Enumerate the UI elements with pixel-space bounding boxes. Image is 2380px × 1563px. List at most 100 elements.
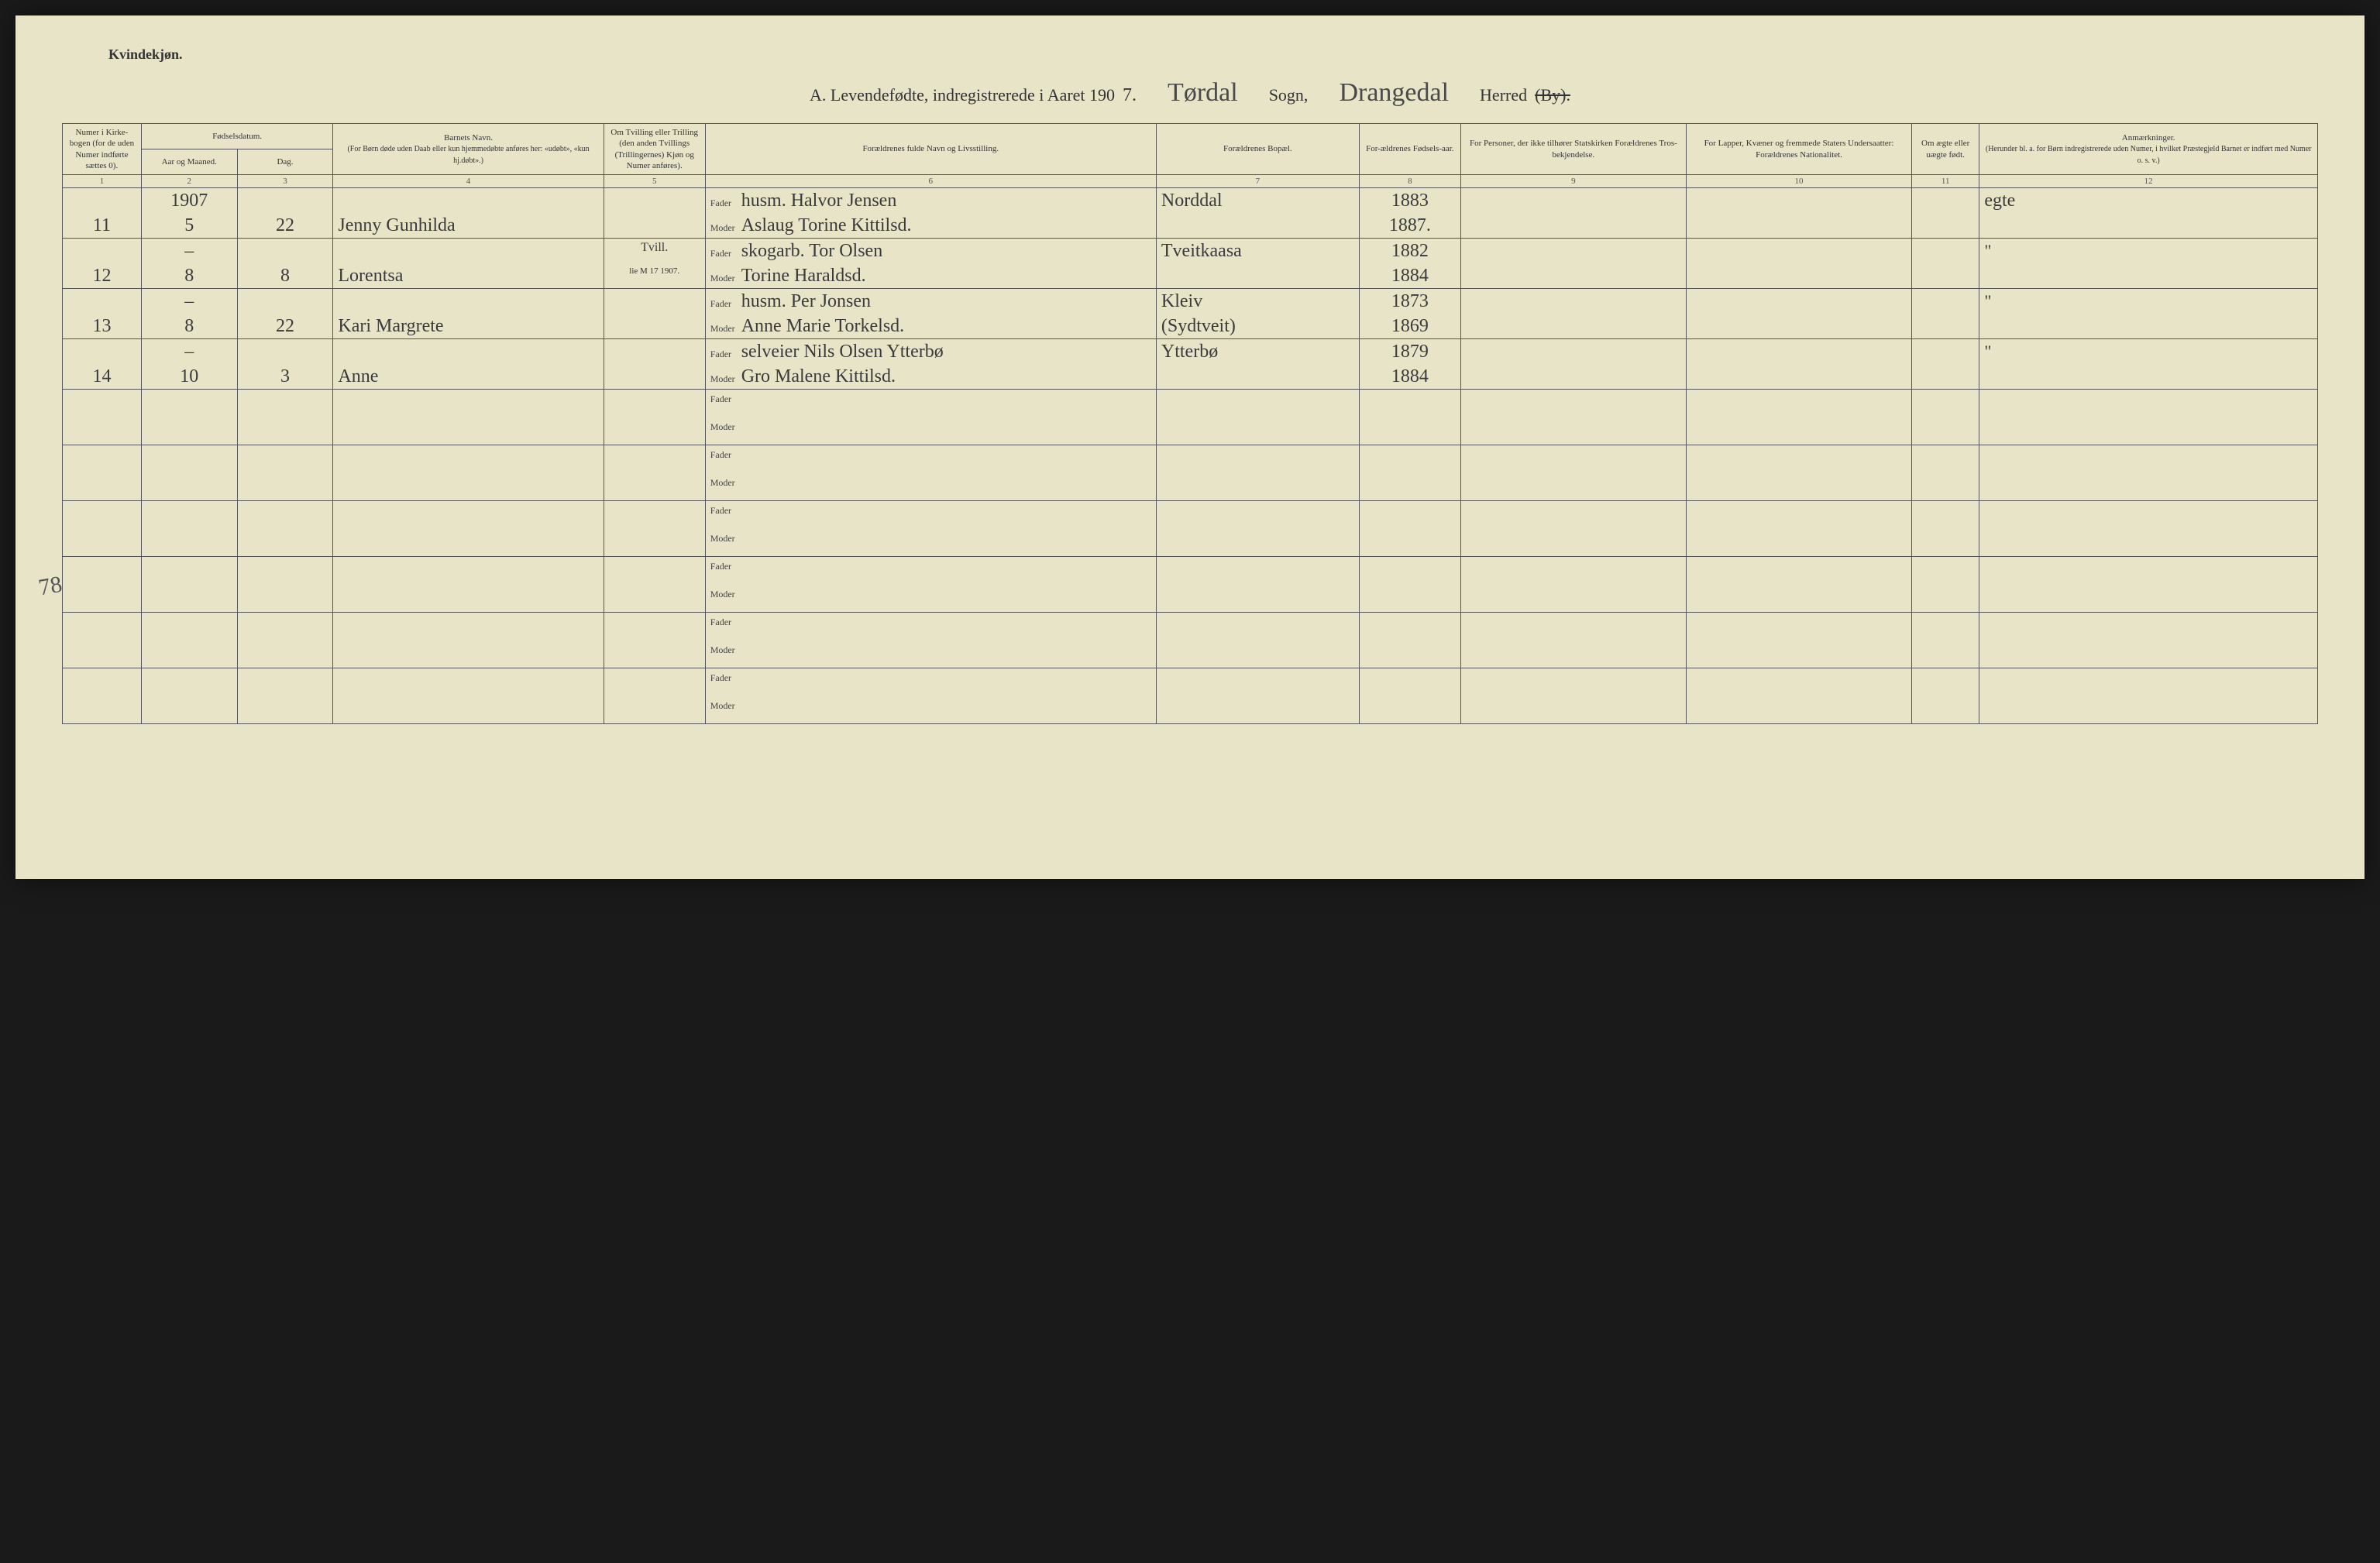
col-header-num: Numer i Kirke-bogen (for de uden Numer i… — [63, 124, 142, 175]
father-name: husm. Halvor Jensen — [741, 191, 897, 211]
cell-child-name: Anne — [333, 364, 604, 390]
cell-father-year: 1883 — [1359, 188, 1460, 214]
cell-num: 11 — [63, 213, 142, 239]
cell-father-empty: Fader — [705, 390, 1156, 417]
cell-residence: Ytterbø — [1156, 339, 1359, 365]
cell-mother-year: 1884 — [1359, 263, 1460, 289]
cell-father-year: 1879 — [1359, 339, 1460, 365]
col-header-birthyear: For-ældrenes Fødsels-aar. — [1359, 124, 1460, 175]
margin-annotation: 78 — [36, 572, 64, 602]
cell-residence2 — [1156, 263, 1359, 289]
cell-num: 12 — [63, 263, 142, 289]
cell-nationality — [1686, 364, 1911, 390]
colnum: 12 — [1979, 175, 2318, 188]
cell-num: 13 — [63, 314, 142, 339]
cell-month: 10 — [141, 364, 237, 390]
cell-day: 8 — [237, 263, 333, 289]
year-suffix: 7. — [1123, 86, 1137, 105]
cell-month: 5 — [141, 213, 237, 239]
cell-father: Faderhusm. Per Jonsen — [705, 289, 1156, 314]
entry-row-father: – Faderhusm. Per Jonsen Kleiv 1873 " — [63, 289, 2318, 314]
cell-nationality — [1686, 239, 1911, 264]
cell-remarks — [1979, 213, 2318, 239]
cell-day-blank — [237, 289, 333, 314]
table-body: 1907 Faderhusm. Halvor Jensen Norddal 18… — [63, 188, 2318, 724]
cell-church — [1460, 239, 1686, 264]
col-header-date-group: Fødselsdatum. — [141, 124, 333, 149]
cell-twin-note: lie M 17 1907. — [604, 263, 705, 289]
mother-name: Aslaug Torine Kittilsd. — [741, 215, 912, 235]
herred-label: Herred — [1480, 85, 1527, 105]
cell-child-name: Kari Margrete — [333, 314, 604, 339]
cell-num — [63, 339, 142, 365]
cell-day-blank — [237, 239, 333, 264]
father-name: skogarb. Tor Olsen — [741, 241, 883, 261]
cell-twin-note — [604, 213, 705, 239]
entry-row-mother: 11 5 22 Jenny Gunhilda ModerAslaug Torin… — [63, 213, 2318, 239]
empty-row-father: Fader — [63, 501, 2318, 529]
cell-legit-blank — [1912, 188, 1979, 214]
cell-twin — [604, 289, 705, 314]
cell-father-empty: Fader — [705, 445, 1156, 473]
col-header-church: For Personer, der ikke tilhører Statskir… — [1460, 124, 1686, 175]
cell-day: 22 — [237, 213, 333, 239]
cell-legit — [1912, 213, 1979, 239]
cell-day: 3 — [237, 364, 333, 390]
entry-row-mother: 13 8 22 Kari Margrete ModerAnne Marie To… — [63, 314, 2318, 339]
cell-father: Faderselveier Nils Olsen Ytterbø — [705, 339, 1156, 365]
cell-mother-empty: Moder — [705, 417, 1156, 445]
cell-remarks — [1979, 364, 2318, 390]
register-table: Numer i Kirke-bogen (for de uden Numer i… — [62, 123, 2318, 724]
cell-legit-text: " — [1979, 339, 2318, 365]
register-page: Kvindekjøn. A. Levendefødte, indregistre… — [15, 15, 2365, 879]
cell-child-blank — [333, 188, 604, 214]
col-header-legit: Om ægte eller uægte født. — [1912, 124, 1979, 175]
father-label: Fader — [710, 298, 741, 310]
empty-row-father: Fader — [63, 390, 2318, 417]
colnum: 6 — [705, 175, 1156, 188]
colnum: 11 — [1912, 175, 1979, 188]
cell-nationality — [1686, 213, 1911, 239]
mother-label: Moder — [710, 273, 741, 284]
entry-row-father: – Tvill. Faderskogarb. Tor Olsen Tveitka… — [63, 239, 2318, 264]
cell-residence2: (Sydtveit) — [1156, 314, 1359, 339]
cell-child-name: Lorentsa — [333, 263, 604, 289]
father-label: Fader — [710, 248, 741, 259]
gender-label: Kvindekjøn. — [108, 46, 2318, 63]
cell-remarks — [1979, 263, 2318, 289]
col-header-childname-sub: (For Børn døde uden Daab eller kun hjemm… — [347, 145, 589, 164]
district-name: Drangedal — [1316, 78, 1472, 108]
col-header-residence: Forældrenes Bopæl. — [1156, 124, 1359, 175]
cell-num — [63, 239, 142, 264]
parish-name: Tørdal — [1144, 78, 1261, 108]
col-header-remarks: Anmærkninger. (Herunder bl. a. for Børn … — [1979, 124, 2318, 175]
title-prefix: A. Levendefødte, indregistrerede i Aaret… — [810, 85, 1115, 105]
by-struck: (By). — [1535, 85, 1570, 105]
cell-twin-note — [604, 314, 705, 339]
cell-num — [63, 289, 142, 314]
col-header-childname-title: Barnets Navn. — [444, 133, 493, 143]
cell-residence: Norddal — [1156, 188, 1359, 214]
entry-row-mother: 14 10 3 Anne ModerGro Malene Kittilsd. 1… — [63, 364, 2318, 390]
empty-row-father: Fader — [63, 668, 2318, 696]
colnum: 7 — [1156, 175, 1359, 188]
cell-residence: Kleiv — [1156, 289, 1359, 314]
cell-day-blank — [237, 188, 333, 214]
cell-mother-empty: Moder — [705, 473, 1156, 501]
cell-year-or-dash: – — [141, 239, 237, 264]
mother-name: Anne Marie Torkelsd. — [741, 316, 905, 336]
cell-legit-blank — [1912, 289, 1979, 314]
father-label: Fader — [710, 349, 741, 360]
empty-row-father: Fader — [63, 557, 2318, 585]
cell-residence2 — [1156, 364, 1359, 390]
cell-church — [1460, 314, 1686, 339]
cell-year-or-dash: – — [141, 339, 237, 365]
empty-row-mother: Moder — [63, 529, 2318, 557]
cell-nationality — [1686, 188, 1911, 214]
col-header-remarks-sub: (Herunder bl. a. for Børn indregistrered… — [1986, 145, 2312, 164]
cell-twin: Tvill. — [604, 239, 705, 264]
cell-child-blank — [333, 239, 604, 264]
mother-label: Moder — [710, 323, 741, 335]
cell-father-year: 1873 — [1359, 289, 1460, 314]
sogn-label: Sogn, — [1269, 85, 1309, 105]
